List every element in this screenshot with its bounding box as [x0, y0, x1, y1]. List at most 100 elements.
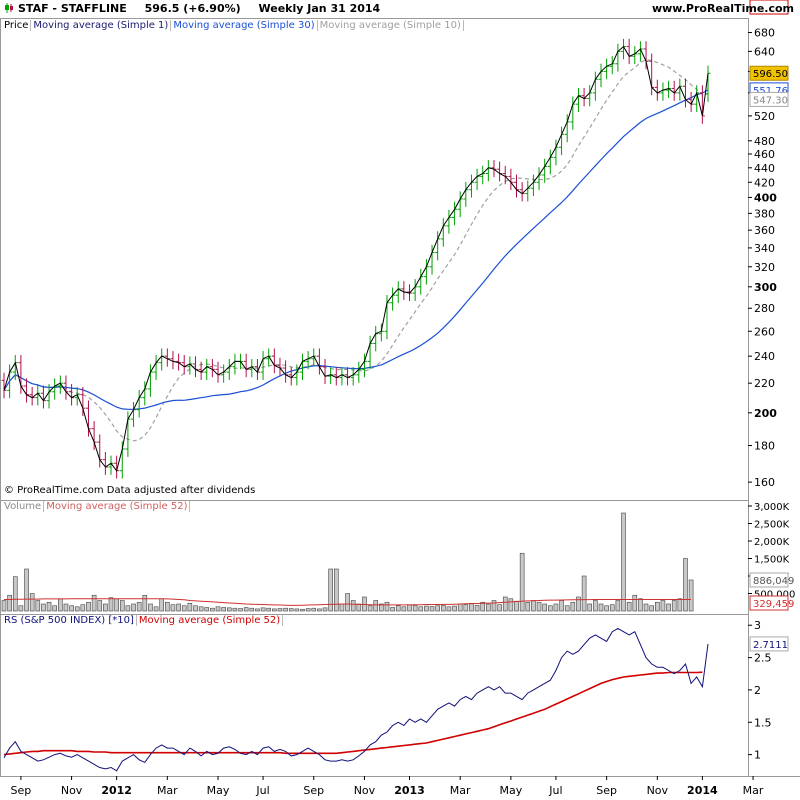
x-tick-label: Mar [450, 784, 471, 797]
volume-bar [457, 603, 463, 612]
volume-bar [204, 607, 210, 612]
volume-bar [587, 603, 593, 612]
volume-bar [474, 605, 480, 612]
volume-bar [7, 594, 12, 612]
volume-bar [18, 605, 24, 612]
volume-bar [1, 600, 7, 612]
legend-volume[interactable]: Volume [2, 501, 45, 512]
volume-bar [97, 600, 103, 612]
x-tick-label: Sep [596, 784, 617, 797]
volume-bar [626, 601, 632, 612]
x-tick-label: Sep [11, 784, 32, 797]
volume-bar [322, 607, 328, 612]
volume-bar [440, 605, 446, 612]
price-bar [322, 359, 328, 385]
volume-bar [266, 607, 272, 612]
volume-bar [305, 608, 311, 612]
price-bar [181, 355, 187, 375]
price-bar [85, 400, 91, 437]
volume-bar [46, 601, 52, 612]
volume-bar [407, 604, 412, 612]
volume-bar [367, 605, 373, 612]
volume-bar [215, 606, 221, 612]
volume-bar [238, 608, 243, 612]
volume-bar [576, 596, 581, 612]
volume-bar [525, 601, 531, 612]
rs-ma-value-tag-box [749, 0, 789, 15]
price-bar [159, 348, 165, 371]
volume-bar [435, 605, 440, 612]
legend-rs[interactable]: RS (S&P 500 INDEX) [*10] [2, 615, 137, 626]
legend-price[interactable]: Price [2, 20, 32, 31]
volume-bar [677, 598, 683, 612]
rs-ma-line [3, 671, 703, 756]
volume-bar [243, 607, 249, 612]
volume-value-tag: 886,049 [753, 576, 794, 587]
volume-bar [159, 598, 164, 612]
volume-bar [356, 603, 362, 612]
price-bar [232, 353, 238, 375]
price-tick-label: 680 [754, 27, 775, 40]
volume-bar [649, 605, 654, 612]
x-tick-label: Nov [354, 784, 376, 797]
volume-bar [469, 602, 474, 612]
volume-bar [548, 605, 553, 612]
volume-bar [80, 604, 86, 612]
price-bar [271, 348, 277, 374]
volume-bar [598, 603, 604, 612]
volume-bar [153, 606, 159, 612]
volume-bar [508, 598, 514, 612]
volume-bar [502, 596, 508, 612]
volume-tick-label: 500,000 [754, 590, 795, 601]
x-tick-label: 2014 [687, 784, 718, 797]
price-bar [637, 41, 643, 62]
legend-ma10[interactable]: Moving average (Simple 10) [317, 20, 464, 31]
volume-bar [412, 605, 418, 612]
x-tick-label: 2013 [394, 784, 425, 797]
last-price-tag-box [749, 65, 789, 81]
volume-bar [136, 601, 142, 612]
volume-bar [604, 605, 609, 612]
price-tick-label: 300 [754, 281, 777, 294]
volume-bar [29, 593, 35, 612]
volume-bar [429, 606, 435, 612]
volume-bar [210, 607, 215, 612]
price-tick-label: 160 [754, 476, 775, 489]
price-tick-label: 360 [754, 224, 775, 237]
volume-bar [142, 594, 148, 612]
chart-period: Weekly Jan 31 2014 [258, 2, 381, 15]
volume-ma-value-tag: 329,459 [753, 599, 794, 610]
volume-bar [176, 603, 181, 612]
volume-bar [114, 598, 119, 612]
price-bar [395, 281, 401, 304]
ticker-title: STAF - STAFFLINE 596.5 (+6.90%) Weekly J… [4, 2, 380, 15]
volume-bar [536, 601, 542, 612]
legend-volume-ma[interactable]: Moving average (Simple 52) [44, 501, 191, 512]
ticker-name: STAF - STAFFLINE [18, 2, 127, 15]
volume-bar [226, 607, 232, 612]
volume-bar [63, 603, 69, 612]
ma10-value-tag-box [749, 91, 789, 107]
price-tick-label: 340 [754, 242, 775, 255]
volume-bar [328, 568, 333, 612]
volume-bar [119, 600, 125, 612]
legend-rs-ma[interactable]: Moving average (Simple 52) [136, 615, 284, 626]
legend-ma1[interactable]: Moving average (Simple 1) [31, 20, 172, 31]
volume-bar [333, 568, 339, 612]
rs-value-tag-box [749, 636, 789, 652]
price-bar [446, 209, 452, 234]
price-tick-label: 280 [754, 302, 775, 315]
price-bar [530, 174, 536, 197]
price-tick-label: 220 [754, 377, 775, 390]
price-tick-label: 480 [754, 135, 775, 148]
price-legend: Price Moving average (Simple 1) Moving ave… [2, 19, 464, 33]
rs-ma-value-tag: 2.2741 [753, 0, 788, 3]
price-bar [204, 359, 210, 380]
volume-bar [232, 607, 238, 612]
price-tick-label: 460 [754, 148, 775, 161]
volume-bar [480, 601, 486, 612]
volume-bar [615, 600, 621, 612]
legend-ma30[interactable]: Moving average (Simple 30) [171, 20, 318, 31]
volume-bar [671, 600, 677, 612]
